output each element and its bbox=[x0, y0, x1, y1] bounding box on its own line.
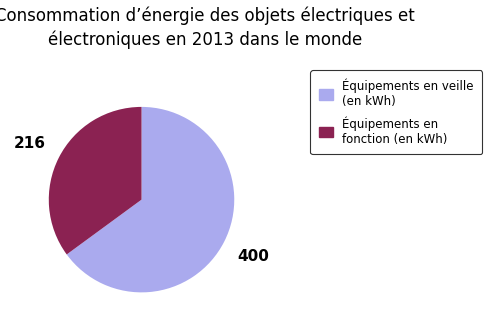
Legend: Équipements en veille
(en kWh), Équipements en
fonction (en kWh): Équipements en veille (en kWh), Équipeme… bbox=[310, 70, 482, 154]
Wedge shape bbox=[49, 107, 142, 254]
Wedge shape bbox=[67, 107, 234, 292]
Text: Consommation d’énergie des objets électriques et
électroniques en 2013 dans le m: Consommation d’énergie des objets électr… bbox=[0, 6, 415, 49]
Text: 216: 216 bbox=[14, 136, 46, 150]
Text: 400: 400 bbox=[237, 249, 269, 264]
